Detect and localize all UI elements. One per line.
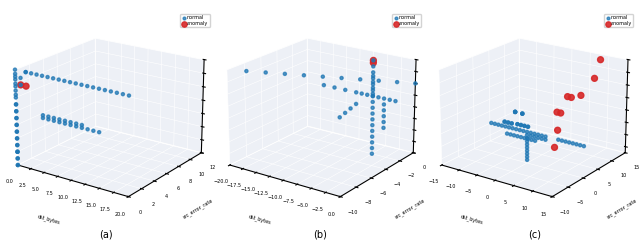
Y-axis label: src_error_rate: src_error_rate [606,197,638,220]
Legend: normal, anomaly: normal, anomaly [392,14,422,27]
Legend: normal, anomaly: normal, anomaly [604,14,634,27]
Y-axis label: src_error_rate: src_error_rate [182,197,214,220]
Text: (c): (c) [528,230,541,240]
Y-axis label: src_error_rate: src_error_rate [394,197,426,220]
Text: (b): (b) [313,230,327,240]
Legend: normal, anomaly: normal, anomaly [180,14,209,27]
Text: (a): (a) [99,230,113,240]
X-axis label: dst_bytes: dst_bytes [460,214,484,226]
X-axis label: dst_bytes: dst_bytes [248,214,273,226]
X-axis label: dst_bytes: dst_bytes [36,214,61,226]
